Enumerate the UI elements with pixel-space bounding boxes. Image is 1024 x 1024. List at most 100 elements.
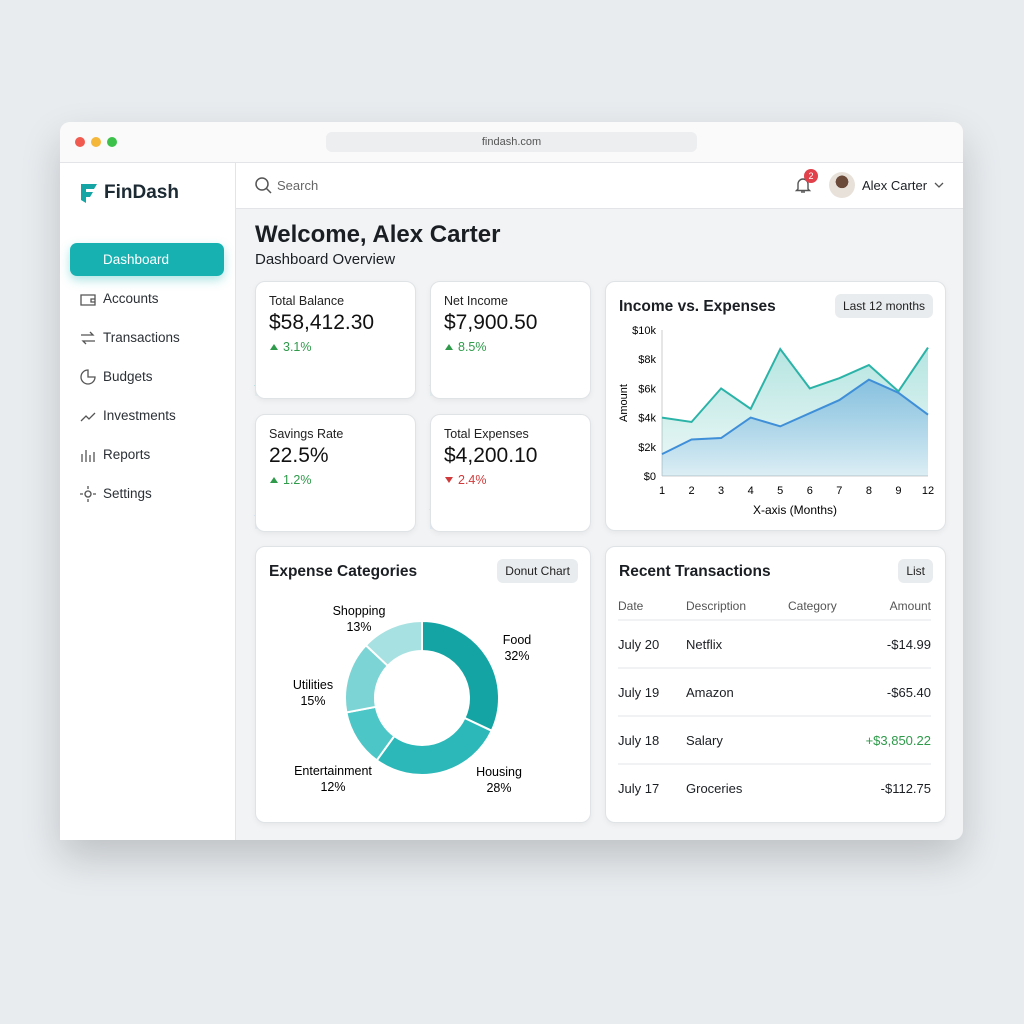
search-input[interactable]: Search [277, 178, 319, 193]
x-tick-label: 3 [718, 485, 724, 497]
chart-type-badge[interactable]: Donut Chart [497, 559, 578, 583]
change-text: 2.4% [458, 473, 487, 487]
nav-item[interactable]: Reports [103, 447, 151, 462]
y-tick-label: $8k [638, 354, 656, 366]
table-cell: -$112.75 [881, 781, 931, 796]
nav-item[interactable]: Accounts [103, 291, 159, 306]
trend-arrow [445, 344, 453, 350]
y-axis-label: Amount [618, 384, 630, 422]
column-header: Category [788, 599, 837, 613]
table-cell: Amazon [686, 685, 734, 700]
x-tick-label: 2 [688, 485, 694, 497]
table-cell: July 20 [618, 637, 659, 652]
area [662, 379, 928, 476]
minimize-button[interactable] [91, 137, 101, 147]
table-cell: Netflix [686, 637, 723, 652]
stat-label: Total Balance [269, 294, 345, 308]
stat-value: $58,412.30 [269, 311, 375, 334]
table-cell: Groceries [686, 781, 743, 796]
close-button[interactable] [75, 137, 85, 147]
brand-logo [81, 184, 97, 203]
stat-card: Savings Rate 22.5% 1.2% [255, 414, 416, 532]
slice-value: 15% [300, 694, 325, 708]
card-title: Recent Transactions [619, 563, 771, 580]
y-tick-label: $2k [638, 442, 656, 454]
slice-value: 28% [486, 781, 511, 795]
nav-icon [80, 294, 96, 306]
column-header: Amount [890, 599, 932, 613]
trend-arrow [270, 344, 278, 350]
change-text: 1.2% [283, 473, 312, 487]
slice-value: 13% [346, 620, 371, 634]
x-tick-label: 6 [807, 485, 813, 497]
nav-item[interactable]: Investments [103, 408, 176, 423]
x-tick-label: 4 [748, 485, 754, 497]
slice-value: 12% [320, 780, 345, 794]
search-icon [255, 177, 272, 194]
stat-value: $4,200.10 [444, 444, 538, 467]
change-text: 3.1% [283, 340, 312, 354]
stat-change: 2.4% [444, 473, 487, 487]
stat-value: $7,900.50 [444, 311, 538, 334]
nav-icon [80, 412, 96, 422]
stat-change: 3.1% [269, 340, 312, 354]
stat-card: Total Balance $58,412.30 3.1% [255, 281, 416, 399]
user-name[interactable]: Alex Carter [862, 178, 928, 193]
stat-value: 22.5% [269, 444, 329, 467]
dropdown-icon[interactable] [934, 181, 944, 189]
stat-card: Net Income $7,900.50 8.5% [430, 281, 591, 399]
card-title: Income vs. Expenses [619, 298, 776, 315]
slice-label: Entertainment [294, 764, 372, 778]
x-axis-label: X-axis (Months) [753, 503, 837, 517]
x-tick-label: 12 [922, 485, 934, 497]
table-cell: July 19 [618, 685, 659, 700]
nav-icon [80, 486, 96, 502]
avatar[interactable] [829, 172, 855, 198]
notification-badge: 2 [804, 169, 818, 183]
line [661, 346, 929, 424]
slice-label: Housing [476, 765, 522, 779]
card-title: Expense Categories [269, 563, 418, 580]
y-tick-label: $10k [632, 325, 656, 337]
brand-name: FinDash [104, 182, 179, 203]
table-cell: Salary [686, 733, 723, 748]
nav-item[interactable]: Budgets [103, 369, 153, 384]
nav-icon [81, 331, 95, 345]
table-cell: -$65.40 [887, 685, 931, 700]
column-header: Description [686, 599, 746, 613]
column-header: Date [618, 599, 644, 613]
slice-label: Shopping [333, 604, 386, 618]
y-tick-label: $0 [644, 471, 656, 483]
stat-label: Net Income [444, 294, 508, 308]
table-cell: July 18 [618, 733, 659, 748]
stat-card: Total Expenses $4,200.10 2.4% [430, 414, 591, 532]
x-tick-label: 7 [836, 485, 842, 497]
stat-label: Total Expenses [444, 427, 529, 441]
nav-item[interactable]: Transactions [103, 330, 180, 345]
x-tick-label: 1 [659, 485, 665, 497]
slice-value: 32% [504, 649, 529, 663]
slice-label: Food [503, 633, 532, 647]
trend-arrow [270, 477, 278, 483]
nav-item[interactable]: Dashboard [70, 243, 224, 276]
table-cell: -$14.99 [887, 637, 931, 652]
range-badge[interactable]: Last 12 months [834, 294, 933, 318]
x-tick-label: 8 [866, 485, 872, 497]
donut-slice [364, 619, 423, 668]
y-tick-label: $4k [638, 413, 656, 425]
welcome-title: Welcome, Alex Carter [255, 221, 501, 248]
line [661, 378, 929, 455]
welcome-subtitle: Dashboard Overview [255, 251, 396, 268]
y-tick-label: $6k [638, 383, 656, 395]
nav-item[interactable]: Settings [103, 486, 152, 501]
trend-arrow [445, 477, 453, 483]
x-tick-label: 5 [777, 485, 783, 497]
zoom-button[interactable] [107, 137, 117, 147]
address-bar[interactable]: findash.com [326, 132, 697, 152]
table-cell: +$3,850.22 [866, 733, 931, 748]
view-badge[interactable]: List [898, 559, 933, 583]
expense-categories-card: Expense Categories Donut Chart [255, 546, 591, 823]
stat-change: 1.2% [269, 473, 312, 487]
